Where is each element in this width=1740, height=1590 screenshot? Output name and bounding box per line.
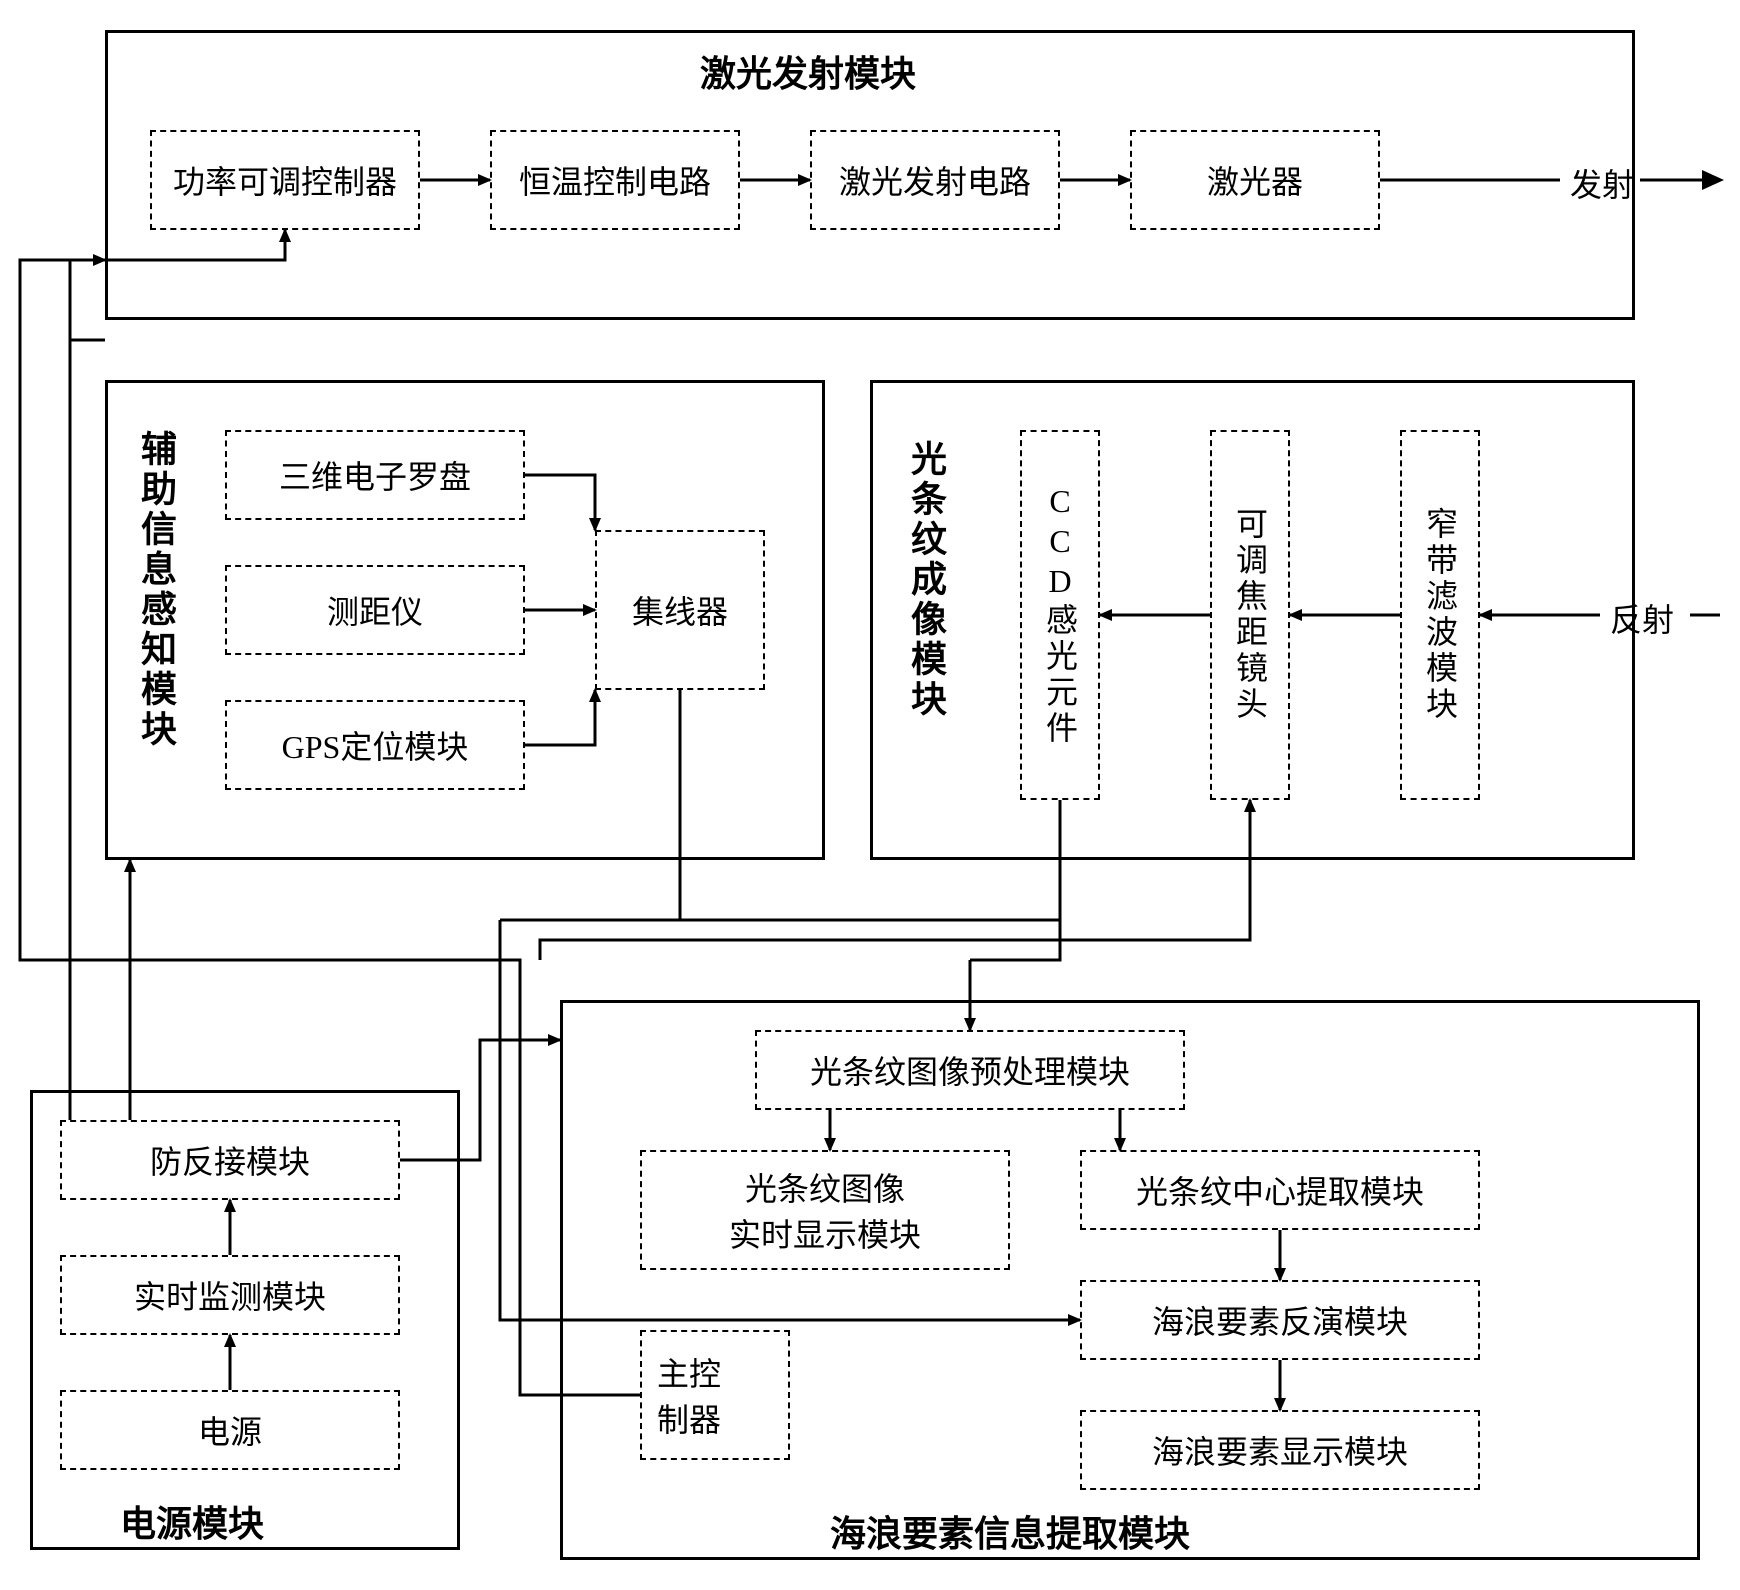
display-label: 海浪要素显示模块	[1152, 1427, 1408, 1473]
emit-out-label: 发射	[1570, 160, 1634, 206]
gps-label: GPS定位模块	[282, 722, 469, 768]
center-extract-label: 光条纹中心提取模块	[1136, 1167, 1424, 1213]
display-block: 海浪要素显示模块	[1080, 1410, 1480, 1490]
preprocess-label: 光条纹图像预处理模块	[810, 1047, 1130, 1093]
lens-label: 可调焦距镜头	[1227, 507, 1273, 723]
wave-extract-title: 海浪要素信息提取模块	[830, 1505, 1190, 1557]
filter-block: 窄带滤波模块	[1400, 430, 1480, 800]
ccd-block: CCD感光元件	[1020, 430, 1100, 800]
compass-label: 三维电子罗盘	[279, 452, 471, 498]
realtime-display-block: 光条纹图像 实时显示模块	[640, 1150, 1010, 1270]
psu-block: 电源	[60, 1390, 400, 1470]
laser-block: 激光器	[1130, 130, 1380, 230]
ccd-label: CCD感光元件	[1037, 483, 1083, 747]
invert-label: 海浪要素反演模块	[1152, 1297, 1408, 1343]
laser-label: 激光器	[1207, 157, 1303, 203]
power-controller-label: 功率可调控制器	[173, 157, 397, 203]
ranger-label: 测距仪	[327, 587, 423, 633]
lens-block: 可调焦距镜头	[1210, 430, 1290, 800]
stripe-imaging-title: 光条纹成像模块	[900, 440, 952, 720]
emit-circuit-label: 激光发射电路	[839, 157, 1031, 203]
anti-reverse-block: 防反接模块	[60, 1120, 400, 1200]
gps-block: GPS定位模块	[225, 700, 525, 790]
compass-block: 三维电子罗盘	[225, 430, 525, 520]
power-title: 电源模块	[120, 1495, 264, 1547]
psu-label: 电源	[198, 1407, 262, 1453]
temp-control-label: 恒温控制电路	[519, 157, 711, 203]
emit-circuit-block: 激光发射电路	[810, 130, 1060, 230]
aux-sense-title: 辅助信息感知模块	[130, 430, 182, 750]
reflect-in-label: 反射	[1610, 595, 1674, 641]
anti-reverse-label: 防反接模块	[150, 1137, 310, 1183]
ranger-block: 测距仪	[225, 565, 525, 655]
invert-block: 海浪要素反演模块	[1080, 1280, 1480, 1360]
hub-label: 集线器	[632, 587, 728, 633]
realtime-display-label1: 光条纹图像	[745, 1164, 905, 1210]
hub-block: 集线器	[595, 530, 765, 690]
main-controller-label2: 制器	[657, 1395, 721, 1441]
temp-control-block: 恒温控制电路	[490, 130, 740, 230]
preprocess-block: 光条纹图像预处理模块	[755, 1030, 1185, 1110]
power-controller-block: 功率可调控制器	[150, 130, 420, 230]
center-extract-block: 光条纹中心提取模块	[1080, 1150, 1480, 1230]
laser-emit-title: 激光发射模块	[700, 45, 916, 97]
monitor-label: 实时监测模块	[134, 1272, 326, 1318]
monitor-block: 实时监测模块	[60, 1255, 400, 1335]
main-controller-block: 主控 制器	[640, 1330, 790, 1460]
main-controller-label1: 主控	[657, 1349, 721, 1395]
filter-label: 窄带滤波模块	[1417, 507, 1463, 723]
realtime-display-label2: 实时显示模块	[729, 1210, 921, 1256]
